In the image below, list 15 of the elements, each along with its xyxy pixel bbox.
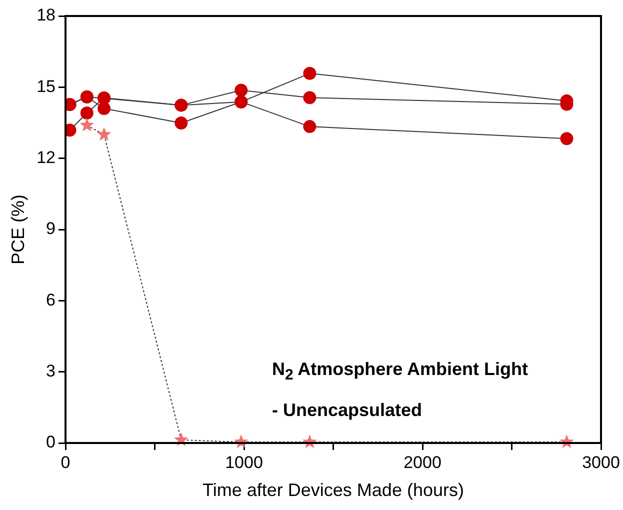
y-tick-label: 3 [46, 362, 56, 381]
y-tick-label: 15 [36, 76, 56, 96]
x-tick-label: 0 [60, 452, 70, 472]
x-tick-label: 1000 [225, 452, 263, 472]
x-tick-label: 2000 [404, 452, 442, 472]
annotation: - Unencapsulated [272, 398, 424, 422]
y-tick-label: 0 [46, 432, 56, 452]
y-tick-label: 12 [36, 148, 56, 168]
annotation: N$_{2}$ Atmosphere Ambient Light [272, 358, 528, 386]
y-tick-label: 9 [46, 219, 56, 238]
y-tick-label: 6 [46, 290, 56, 310]
x-tick-label: 3000 [582, 452, 620, 472]
y-axis-title: PCE (%) [8, 194, 28, 265]
x-axis-title: Time after Devices Made (hours) [202, 480, 464, 500]
y-tick-label: 18 [36, 6, 56, 25]
